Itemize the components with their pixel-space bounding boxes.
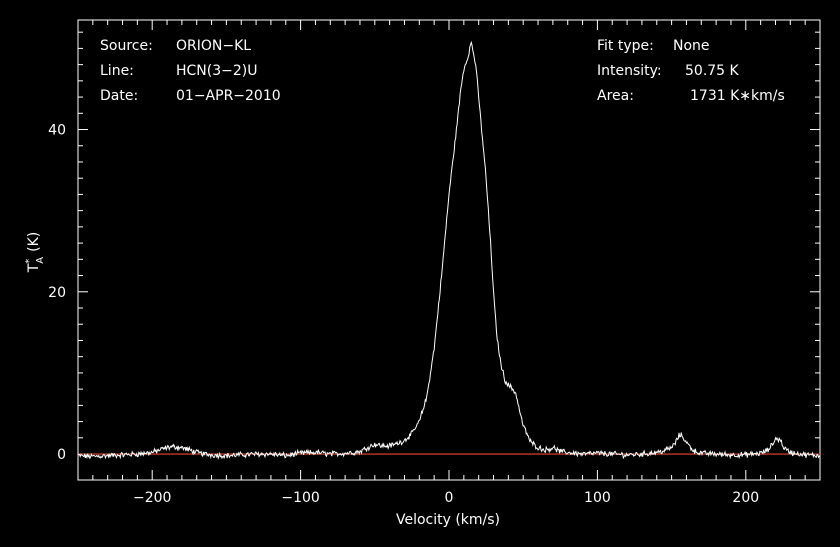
x-axis-label: Velocity (km/s) — [396, 512, 500, 528]
annotation-label-left: Source: — [100, 38, 153, 54]
x-tick-label: −200 — [133, 490, 171, 506]
series-group — [77, 40, 821, 460]
y-axis-label-sub: A — [35, 257, 46, 264]
annotation-label-right: Fit type: — [597, 38, 654, 54]
y-axis-label-main: T — [26, 263, 42, 273]
spectrum-line-series-0 — [77, 40, 821, 460]
annotation-value-right: 50.75 K — [685, 63, 740, 79]
annotation-value-left: ORION−KL — [176, 38, 251, 54]
annotation-block: Source: ORION−KL Line: HCN(3−2)U Date: 01−APR… — [100, 38, 785, 104]
y-axis-label: T*A (K) — [24, 232, 46, 274]
annotation-label-left: Date: — [100, 88, 138, 104]
tick-labels: −200 −100 0 100 200 0 20 40 — [48, 123, 759, 506]
svg-text:T*A(K): T*A (K) — [24, 232, 46, 274]
y-axis-label-sup: * — [24, 259, 35, 264]
annotation-value-left: HCN(3−2)U — [176, 63, 258, 79]
annotation-label-right: Intensity: — [597, 63, 662, 79]
y-tick-label: 40 — [48, 123, 66, 139]
annotation-label-right: Area: — [597, 88, 634, 104]
axis-ticks — [77, 20, 821, 480]
annotation-label-left: Line: — [100, 63, 134, 79]
y-axis-label-unit: (K) — [26, 232, 42, 252]
annotation-value-right: None — [673, 38, 710, 54]
x-tick-label: 0 — [445, 490, 454, 506]
annotation-value-left: 01−APR−2010 — [176, 88, 281, 104]
y-tick-label: 20 — [48, 285, 66, 301]
x-tick-label: −100 — [281, 490, 319, 506]
y-tick-label: 0 — [57, 447, 66, 463]
annotation-value-right: 1731 K∗km/s — [690, 88, 785, 104]
x-tick-label: 100 — [584, 490, 611, 506]
x-tick-label: 200 — [732, 490, 759, 506]
